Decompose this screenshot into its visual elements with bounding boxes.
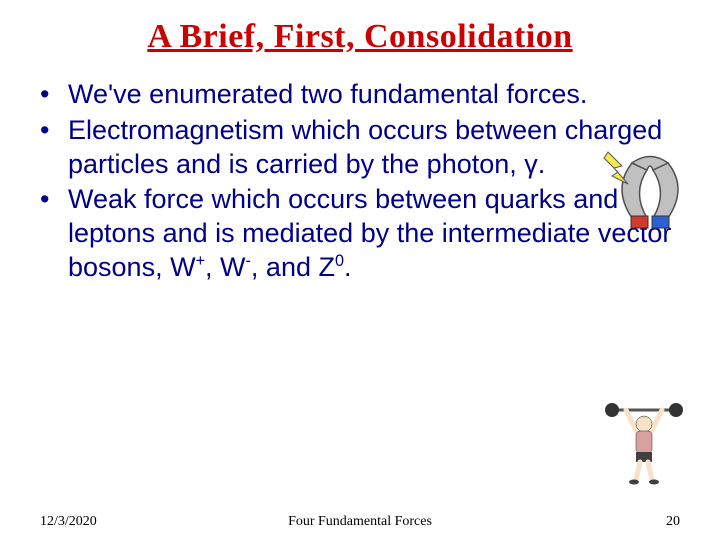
slide: A Brief, First, Consolidation We've enum… [0,0,720,540]
footer-page-number: 20 [666,514,680,530]
bullet-item-2: Electromagnetism which occurs between ch… [40,114,680,182]
weightlifter-icon [604,400,684,486]
footer-title: Four Fundamental Forces [0,514,720,530]
bullet-text: . [344,252,352,282]
bullet-text: Electromagnetism which occurs between ch… [68,115,662,179]
superscript-plus: + [196,252,205,270]
bullet-text: . [538,149,546,179]
bullet-text: We've enumerated two fundamental forces. [68,79,587,109]
bullet-list: We've enumerated two fundamental forces.… [40,78,680,285]
bullet-item-1: We've enumerated two fundamental forces. [40,78,680,112]
magnet-icon [602,148,698,238]
superscript-zero: 0 [335,252,344,270]
bullet-text: , and Z [251,252,335,282]
gamma-symbol: γ [524,149,538,179]
bullet-text: Weak force which occurs between quarks a… [68,184,671,282]
bullet-text: , W [205,252,246,282]
bullet-item-3: Weak force which occurs between quarks a… [40,183,680,284]
page-title: A Brief, First, Consolidation [40,18,680,56]
